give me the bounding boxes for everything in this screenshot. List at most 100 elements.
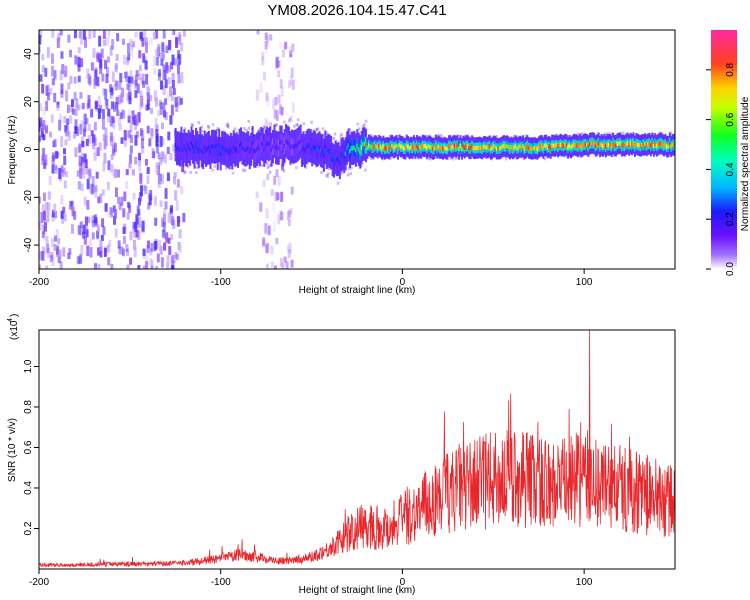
heatmap-band-core	[597, 140, 600, 146]
heatmap-noise-cell	[42, 224, 46, 235]
heatmap-noise-cell	[160, 217, 164, 227]
heatmap-noise-cell	[128, 109, 132, 121]
heatmap-noise-cell	[123, 138, 127, 147]
heatmap-halo-cell	[336, 181, 340, 185]
heatmap-band-core	[312, 144, 315, 150]
heatmap-noise-cell	[80, 120, 84, 131]
heatmap-band-core	[229, 147, 232, 152]
heatmap-noise-cell	[90, 215, 94, 222]
heatmap-noise-cell	[137, 230, 141, 240]
heatmap-y-tick-label: -40	[23, 237, 34, 252]
heatmap-noise-cell	[275, 110, 279, 121]
heatmap-noise-cell	[174, 189, 178, 201]
heatmap-band-core	[271, 144, 274, 149]
heatmap-noise-cell	[42, 233, 46, 241]
heatmap-band-core	[491, 145, 494, 151]
heatmap-noise-cell	[182, 212, 186, 223]
heatmap-band-core	[215, 144, 218, 149]
heatmap-noise-cell	[39, 45, 41, 53]
heatmap-noise-cell	[76, 170, 80, 177]
heatmap-noise-cell	[60, 216, 64, 224]
heatmap-band-core	[315, 148, 318, 153]
heatmap-halo-cell	[348, 128, 352, 132]
heatmap-noise-cell	[82, 172, 86, 179]
heatmap-band-core	[367, 143, 370, 148]
heatmap-noise-cell	[270, 261, 274, 268]
heatmap-band-core	[405, 143, 408, 148]
heatmap-noise-cell	[149, 94, 153, 102]
heatmap-band-core	[545, 143, 548, 148]
heatmap-noise-cell	[161, 229, 165, 238]
heatmap-noise-cell	[128, 85, 132, 96]
heatmap-noise-cell	[78, 256, 82, 264]
heatmap-noise-cell	[290, 67, 294, 78]
heatmap-noise-cell	[159, 245, 163, 255]
heatmap-band-core	[240, 141, 243, 147]
heatmap-noise-cell	[169, 115, 173, 125]
heatmap-noise-cell	[83, 236, 87, 245]
heatmap-band-core	[181, 147, 184, 152]
heatmap-noise-cell	[113, 169, 117, 179]
heatmap-band-core	[296, 142, 299, 147]
heatmap-noise-cell	[128, 91, 132, 101]
heatmap-noise-cell	[134, 89, 138, 98]
heatmap-band-core	[285, 138, 288, 143]
heatmap-band-core	[580, 144, 583, 149]
heatmap-band-core	[552, 143, 555, 148]
heatmap-noise-cell	[41, 83, 45, 94]
heatmap-band-core	[359, 149, 362, 155]
heatmap-noise-cell	[126, 83, 130, 90]
heatmap-noise-cell	[87, 216, 91, 224]
heatmap-band-core	[655, 143, 658, 148]
heatmap-noise-cell	[53, 69, 57, 81]
heatmap-noise-cell	[67, 252, 71, 260]
heatmap-x-tick-label: 0	[400, 277, 406, 288]
heatmap-noise-cell	[120, 92, 124, 103]
heatmap-band-core	[561, 143, 564, 148]
heatmap-noise-cell	[53, 203, 57, 213]
heatmap-halo-cell	[417, 135, 420, 139]
heatmap-noise-cell	[105, 99, 109, 110]
heatmap-noise-cell	[277, 60, 281, 68]
heatmap-halo-cell	[191, 123, 195, 127]
heatmap-halo-cell	[451, 134, 455, 138]
heatmap-noise-cell	[181, 161, 185, 173]
heatmap-noise-cell	[264, 223, 268, 235]
heatmap-band-core	[447, 143, 450, 149]
heatmap-halo-cell	[262, 125, 266, 129]
heatmap-noise-cell	[94, 263, 98, 269]
heatmap-noise-cell	[147, 202, 151, 210]
heatmap-noise-cell	[167, 77, 171, 85]
heatmap-noise-cell	[291, 79, 295, 90]
heatmap-band-core	[273, 139, 276, 144]
heatmap-band-core	[231, 150, 234, 155]
heatmap-noise-cell	[157, 72, 161, 81]
heatmap-band-core	[484, 144, 487, 149]
heatmap-band-core	[317, 147, 320, 152]
heatmap-halo-cell	[183, 127, 187, 131]
heatmap-noise-cell	[280, 158, 284, 168]
heatmap-noise-cell	[101, 218, 105, 228]
heatmap-band-core	[401, 144, 404, 149]
heatmap-noise-cell	[165, 65, 169, 74]
heatmap-noise-cell	[163, 213, 167, 225]
heatmap-band-core	[599, 144, 602, 149]
snr-y-tick-label: 0.8	[23, 400, 34, 414]
heatmap-band-core	[378, 143, 381, 148]
heatmap-noise-cell	[172, 30, 176, 35]
heatmap-noise-cell	[80, 183, 84, 192]
heatmap-band-core	[176, 145, 179, 151]
heatmap-halo-cell	[190, 123, 194, 127]
heatmap-band-core	[436, 145, 439, 151]
heatmap-band-core	[452, 144, 455, 150]
heatmap-noise-cell	[94, 184, 98, 192]
heatmap-noise-cell	[112, 148, 116, 156]
heatmap-band-core	[654, 141, 657, 147]
heatmap-noise-cell	[41, 231, 45, 239]
heatmap-halo-cell	[189, 170, 192, 174]
heatmap-noise-cell	[90, 62, 94, 71]
heatmap-noise-cell	[155, 129, 159, 136]
heatmap-noise-cell	[39, 135, 41, 143]
heatmap-noise-cell	[258, 127, 262, 134]
heatmap-halo-cell	[580, 132, 583, 136]
